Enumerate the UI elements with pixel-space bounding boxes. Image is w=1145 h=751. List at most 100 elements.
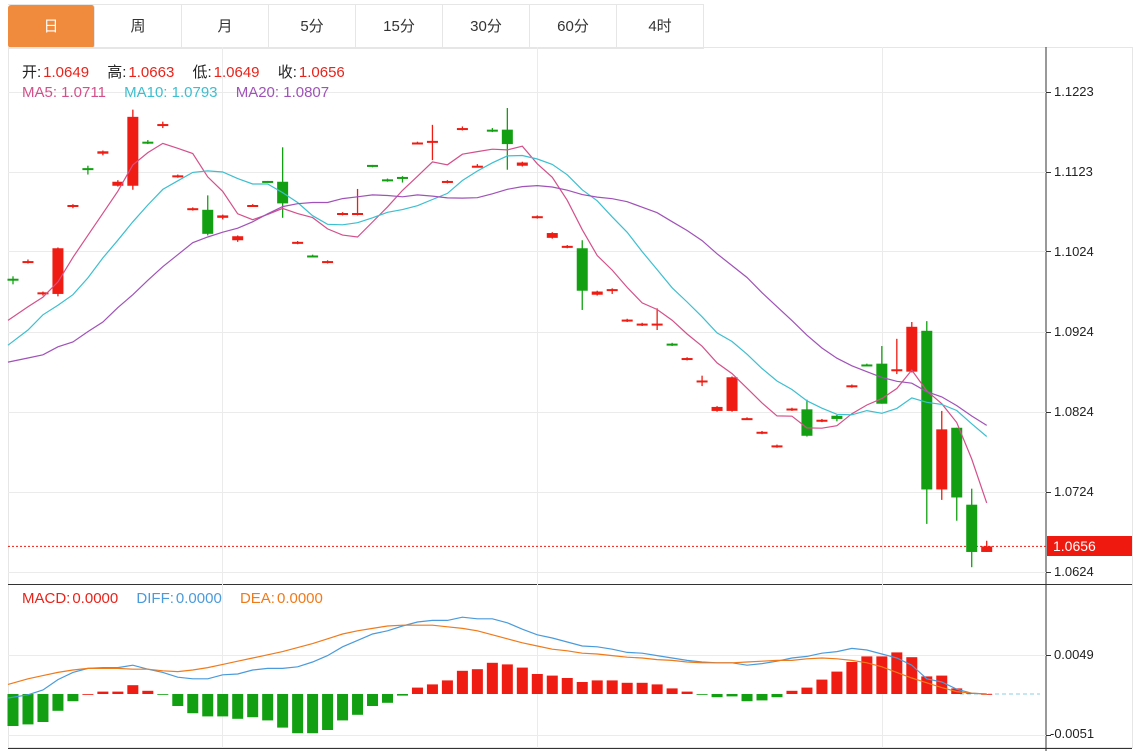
- ma10-legend: MA10: 1.0793: [124, 84, 218, 101]
- low-value: 1.0649: [213, 64, 260, 81]
- candle-body: [591, 291, 603, 295]
- macd-bar: [906, 657, 918, 694]
- tab-15min[interactable]: 15分: [356, 5, 443, 48]
- candle-body: [322, 261, 334, 264]
- candle-body: [981, 546, 993, 552]
- macd-bar: [441, 680, 453, 694]
- candle-body: [576, 248, 588, 291]
- macd-bar: [726, 694, 738, 697]
- ohlc-legend: 开: 1.0649 高: 1.0663 低: 1.0649 收: 1.0656: [22, 61, 347, 82]
- ma5-legend: MA5: 1.0711: [22, 84, 106, 101]
- high-value: 1.0663: [128, 64, 175, 81]
- candle-body: [756, 431, 768, 434]
- macd-bar: [307, 694, 319, 734]
- candles: [7, 108, 993, 568]
- candle-body: [726, 377, 738, 411]
- diff-value: 0.0000: [175, 590, 222, 607]
- macd-bar: [711, 694, 723, 698]
- macd-bar: [831, 671, 843, 694]
- moving-average-lines: [7, 142, 988, 504]
- tab-30min[interactable]: 30分: [443, 5, 530, 48]
- open-value: 1.0649: [43, 64, 90, 81]
- macd-bar: [561, 678, 573, 694]
- candle-body: [441, 180, 453, 183]
- period-tabs: 日 周 月 5分 15分 30分 60分 4时: [8, 4, 704, 49]
- macd-bar: [591, 680, 603, 694]
- tab-5min[interactable]: 5分: [269, 5, 356, 48]
- macd-bar: [861, 656, 873, 694]
- diff-label: DIFF:: [136, 590, 174, 607]
- macd-bar: [52, 694, 64, 711]
- macd-bar: [891, 652, 903, 694]
- candle-body: [411, 142, 423, 145]
- macd-bar: [921, 676, 933, 694]
- macd-bar: [22, 694, 34, 725]
- chart-border: [8, 47, 1133, 748]
- macd-bar: [157, 694, 169, 695]
- ma20-legend: MA20: 1.0807: [235, 84, 330, 101]
- macd-bar: [187, 694, 199, 714]
- dea-label: DEA:: [239, 590, 275, 607]
- candle-body: [771, 445, 783, 448]
- candle-body: [67, 204, 79, 207]
- macd-bar: [172, 694, 184, 706]
- macd-bar: [636, 682, 648, 694]
- candle-body: [172, 175, 184, 178]
- macd-bar: [67, 694, 79, 702]
- price-tick: 1.1123: [1054, 164, 1093, 179]
- diff-line: [7, 616, 987, 699]
- macd-bar: [981, 694, 993, 695]
- candle-body: [337, 213, 349, 216]
- candle-body: [936, 429, 948, 490]
- macd-bar: [396, 694, 408, 696]
- candle-body: [292, 241, 304, 244]
- candle-body: [966, 504, 978, 552]
- candle-body: [232, 236, 244, 241]
- macd-bar: [217, 694, 229, 717]
- macd-bar: [756, 694, 768, 701]
- macd-bar: [681, 691, 693, 694]
- candle-body: [906, 326, 918, 372]
- candle-body: [82, 168, 94, 171]
- candle-body: [711, 406, 723, 411]
- candle-body: [382, 179, 393, 182]
- macd-bar: [426, 684, 438, 694]
- macd-bar: [7, 694, 19, 726]
- candle-body: [471, 165, 483, 168]
- candle-body: [52, 248, 64, 294]
- candle-body: [142, 141, 154, 144]
- macd-bar: [127, 685, 139, 694]
- candle-body: [741, 418, 753, 421]
- tab-week[interactable]: 周: [95, 5, 182, 48]
- candle-body: [606, 289, 618, 292]
- macd-panel: [7, 616, 1040, 734]
- tab-day[interactable]: 日: [8, 5, 95, 48]
- chart-frame: [8, 47, 1133, 751]
- macd-bar: [876, 656, 888, 694]
- candle-body: [396, 176, 408, 179]
- tab-4hour[interactable]: 4时: [617, 5, 704, 48]
- macd-bar: [816, 679, 828, 694]
- candle-body: [456, 128, 468, 131]
- tab-60min[interactable]: 60分: [530, 5, 617, 48]
- candle-body: [891, 369, 903, 372]
- ma-legend: MA5: 1.0711 MA10: 1.0793 MA20: 1.0807: [22, 84, 331, 101]
- low-label: 低:: [192, 64, 212, 81]
- macd-bar: [516, 667, 528, 694]
- candle-body: [97, 151, 109, 154]
- tab-month[interactable]: 月: [182, 5, 269, 48]
- price-tick: 1.0624: [1054, 564, 1094, 579]
- macd-bar: [82, 694, 94, 695]
- macd-legend: MACD: 0.0000 DIFF: 0.0000 DEA: 0.0000: [22, 590, 325, 607]
- macd-bar: [456, 670, 468, 694]
- macd-tick: -0.0051: [1050, 726, 1095, 741]
- macd-bar: [322, 694, 334, 730]
- candle-body: [486, 129, 498, 132]
- candle-body: [951, 427, 963, 498]
- macd-bar: [232, 694, 244, 719]
- ma20-line: [7, 184, 988, 426]
- macd-bar: [367, 694, 379, 706]
- candle-body: [666, 343, 678, 346]
- macd-bar: [741, 694, 753, 702]
